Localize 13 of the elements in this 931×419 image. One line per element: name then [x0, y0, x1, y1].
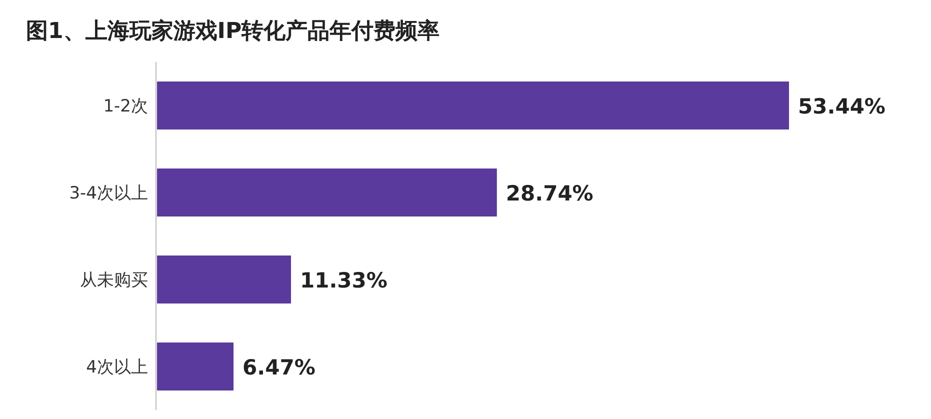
data-label: 6.47%: [242, 356, 316, 380]
y-tick-label: 4次以上: [86, 358, 148, 378]
bar: [157, 82, 789, 130]
y-tick-label: 3-4次以上: [69, 184, 148, 204]
y-tick-label: 1-2次: [103, 96, 148, 116]
bar: [157, 168, 497, 216]
chart-title: 图1、上海玩家游戏IP转化产品年付费频率: [26, 18, 440, 44]
data-label: 28.74%: [506, 182, 594, 206]
y-tick-label: 从未购买: [80, 270, 148, 290]
data-label: 11.33%: [300, 268, 388, 292]
bar: [157, 256, 291, 304]
data-label: 53.44%: [798, 94, 886, 118]
bar: [157, 342, 234, 390]
